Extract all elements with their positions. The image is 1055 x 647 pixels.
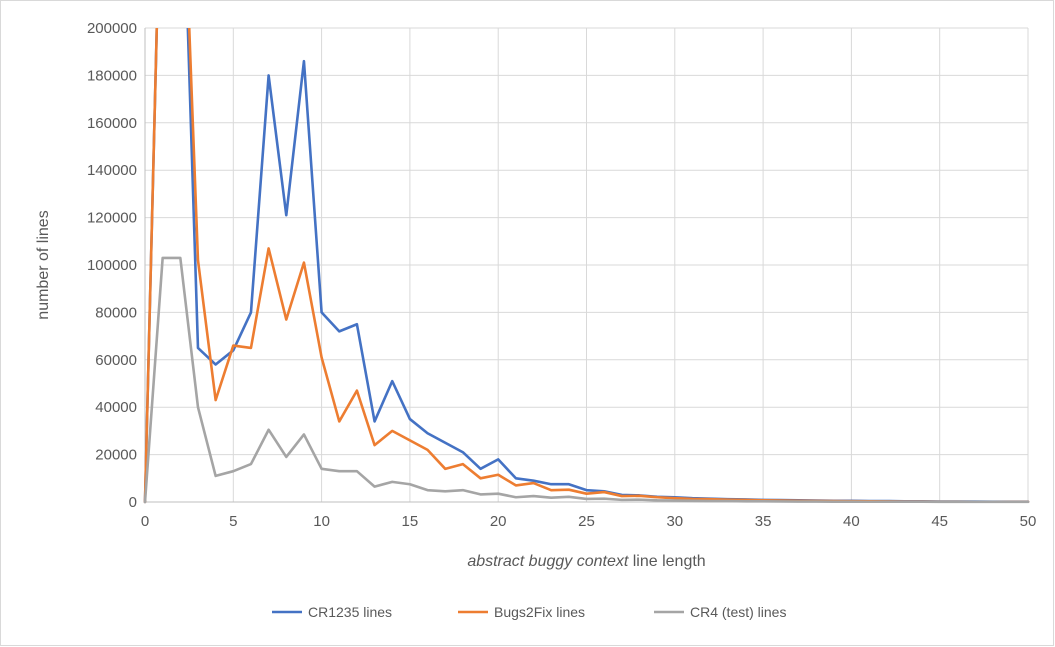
y-tick-label: 140000: [87, 162, 137, 179]
x-tick-label: 25: [578, 513, 595, 530]
x-tick-label: 10: [313, 513, 330, 530]
legend: CR1235 lines Bugs2Fix lines CR4 (test) lin…: [272, 604, 786, 620]
tick-labels: 0 20000 40000 60000 80000 100000 120000 140000 1…: [87, 20, 1036, 530]
x-tick-label: 20: [490, 513, 507, 530]
x-axis-title-rest: line length: [628, 553, 705, 570]
y-tick-label: 160000: [87, 115, 137, 132]
legend-item: Bugs2Fix lines: [458, 604, 585, 620]
y-axis-title: number of lines: [35, 210, 52, 319]
series-lines: [143, 28, 1030, 504]
x-tick-label: 50: [1020, 513, 1037, 530]
y-tick-label: 80000: [95, 304, 137, 321]
x-tick-label: 45: [931, 513, 948, 530]
x-tick-label: 15: [402, 513, 419, 530]
series-line: [143, 256, 1030, 504]
x-tick-label: 30: [666, 513, 683, 530]
gridlines: [145, 27, 1029, 502]
x-axis-title: abstract buggy context line length: [467, 553, 705, 570]
x-tick-label: 5: [229, 513, 237, 530]
x-tick-label: 0: [141, 513, 149, 530]
y-tick-label: 100000: [87, 257, 137, 274]
legend-label: CR1235 lines: [308, 604, 392, 620]
y-tick-label: 0: [129, 494, 137, 511]
legend-label: Bugs2Fix lines: [494, 604, 585, 620]
y-tick-label: 180000: [87, 67, 137, 84]
x-tick-label: 35: [755, 513, 772, 530]
y-tick-label: 20000: [95, 447, 137, 464]
legend-item: CR1235 lines: [272, 604, 392, 620]
y-tick-label: 120000: [87, 210, 137, 227]
x-tick-label: 40: [843, 513, 860, 530]
y-tick-label: 60000: [95, 352, 137, 369]
legend-label: CR4 (test) lines: [690, 604, 786, 620]
legend-item: CR4 (test) lines: [654, 604, 786, 620]
x-axis-title-italic: abstract buggy context: [467, 553, 629, 570]
y-tick-label: 40000: [95, 399, 137, 416]
y-tick-label: 200000: [87, 20, 137, 37]
